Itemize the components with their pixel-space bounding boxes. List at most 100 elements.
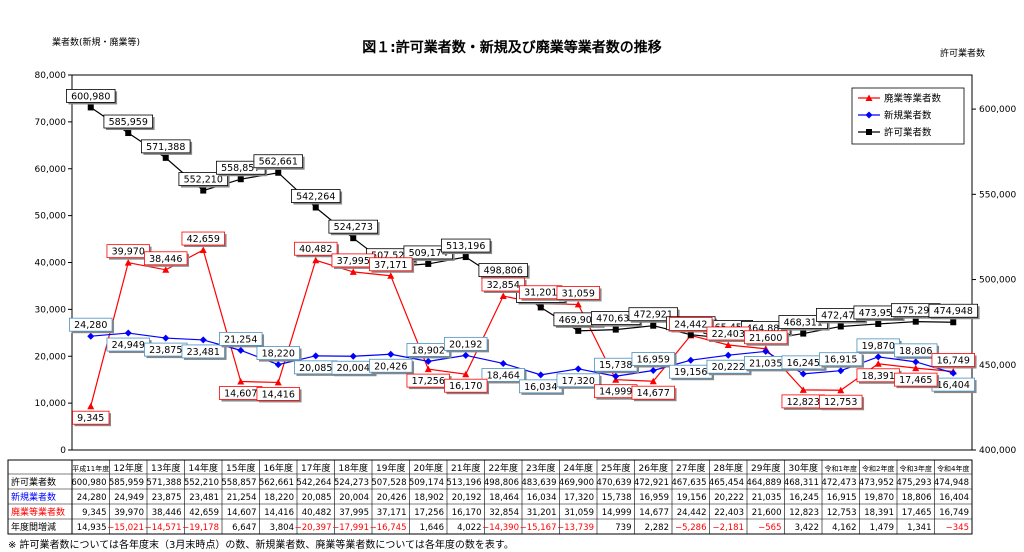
table-cell: 507,528 <box>371 478 406 488</box>
data-label: 23,481 <box>187 347 220 358</box>
table-cell: 18,806 <box>902 493 932 503</box>
data-label: 20,222 <box>712 362 745 373</box>
data-label: 16,915 <box>824 355 857 366</box>
table-header-cell: 15年度 <box>226 462 255 474</box>
series-point <box>124 329 132 337</box>
table-cell: −14,571 <box>145 523 182 533</box>
data-label-box <box>481 368 525 382</box>
table-header-cell: 18年度 <box>339 462 368 474</box>
data-label-box <box>256 346 300 360</box>
table-cell: 14,935 <box>77 523 107 533</box>
data-label: 16,034 <box>524 382 557 393</box>
table-row-name: 廃業等業者数 <box>11 506 65 518</box>
right-tick-label: 400,000 <box>979 446 1016 456</box>
table-cell: −5,286 <box>675 523 706 533</box>
data-label: 37,171 <box>374 260 407 271</box>
right-tick-label: 450,000 <box>979 361 1016 371</box>
data-label: 20,004 <box>337 363 370 374</box>
left-tick-label: 70,000 <box>35 118 67 128</box>
data-label-box <box>481 277 525 292</box>
series-point <box>274 361 282 369</box>
series-point <box>612 372 620 380</box>
table-header-cell: 14年度 <box>189 462 218 474</box>
series-point <box>87 332 95 340</box>
series-point <box>912 358 920 366</box>
table-header-cell: 令和3年度 <box>900 464 932 473</box>
series-point <box>874 360 882 367</box>
table-cell: 38,446 <box>152 508 182 518</box>
table-row-name: 年度間増減 <box>11 521 56 533</box>
series-point <box>425 260 432 267</box>
data-label-box <box>140 139 191 154</box>
table-cell: −345 <box>946 523 969 533</box>
table-cell: 509,174 <box>409 478 444 488</box>
data-label: 18,806 <box>899 346 932 357</box>
series-point <box>387 350 395 358</box>
series-point <box>866 129 872 135</box>
footnote: ※ 許可業者数については各年度末（3月末時点）の数、新規業者数、廃業等業者数につ… <box>8 538 514 551</box>
data-label: 38,446 <box>149 254 182 265</box>
table-cell: 16,915 <box>827 493 857 503</box>
data-label: 558,857 <box>221 163 260 174</box>
data-label-box <box>181 344 225 359</box>
series-point <box>799 370 807 378</box>
table-cell: 483,639 <box>521 478 556 488</box>
data-label-box <box>294 241 338 256</box>
right-tick-label: 600,000 <box>979 105 1016 115</box>
data-label: 571,388 <box>146 142 185 153</box>
table-cell: 14,677 <box>639 508 669 518</box>
series-point <box>865 94 873 101</box>
data-label: 20,192 <box>449 339 482 350</box>
data-label-box <box>181 231 225 246</box>
series-point <box>349 352 357 360</box>
data-label: 19,870 <box>862 341 895 352</box>
data-label: 16,404 <box>937 380 970 391</box>
series-point <box>125 130 132 137</box>
data-label: 473,952 <box>859 308 898 319</box>
table-cell: 16,245 <box>789 493 819 503</box>
data-label: 16,245 <box>787 358 820 369</box>
table-cell: 21,600 <box>752 508 782 518</box>
data-label: 18,220 <box>262 349 295 360</box>
right-axis-label: 許可業者数 <box>940 47 985 59</box>
series-point <box>912 364 920 372</box>
table-cell: 20,085 <box>302 493 332 503</box>
series-point <box>387 272 395 279</box>
table-cell: 23,875 <box>152 493 182 503</box>
table-cell: 18,464 <box>489 493 519 503</box>
series-point <box>499 292 507 299</box>
data-label: 464,889 <box>746 323 785 334</box>
table-cell: −565 <box>758 523 781 533</box>
table-cell: 558,857 <box>221 478 256 488</box>
data-label: 470,639 <box>596 314 635 325</box>
left-tick-label: 50,000 <box>35 212 67 222</box>
series-point <box>312 204 319 211</box>
table-cell: 600,980 <box>71 478 106 488</box>
data-label-box <box>369 358 413 373</box>
series-point <box>350 235 357 242</box>
series-point <box>499 359 507 367</box>
data-label: 31,059 <box>562 288 595 299</box>
data-label: 24,442 <box>674 319 707 330</box>
legend-label: 廃業等業者数 <box>884 93 942 105</box>
series-point <box>162 266 170 273</box>
data-label: 19,156 <box>674 367 707 378</box>
table-header-cell: 令和4年度 <box>937 464 969 473</box>
data-label-box <box>819 352 863 367</box>
series-point <box>574 300 582 308</box>
data-label: 524,273 <box>334 222 373 233</box>
left-tick-label: 20,000 <box>35 352 67 362</box>
series-point <box>312 352 320 360</box>
table-cell: −13,739 <box>557 523 594 533</box>
data-label-box <box>219 331 263 346</box>
table-cell: 32,854 <box>489 508 519 518</box>
table-header-cell: 令和1年度 <box>825 464 857 473</box>
table-cell: 17,465 <box>902 508 932 518</box>
table-cell: 1,341 <box>907 523 931 533</box>
series-point <box>199 246 207 254</box>
data-label-box <box>328 219 378 234</box>
series-point <box>274 378 282 386</box>
series-point <box>612 326 619 333</box>
table-cell: 23,481 <box>189 493 219 503</box>
data-label: 17,465 <box>899 375 932 386</box>
